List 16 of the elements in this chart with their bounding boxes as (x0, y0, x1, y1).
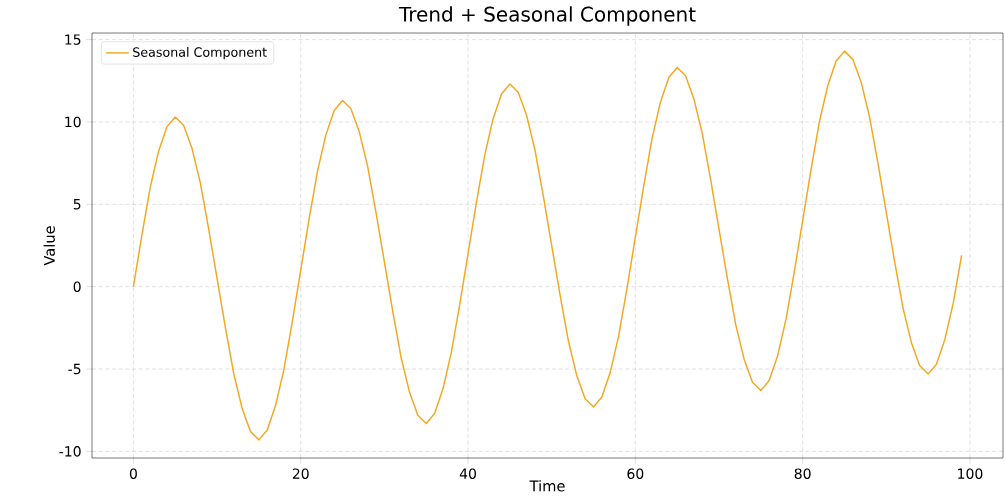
y-tick-label: 15 (65, 34, 81, 45)
y-tick-label: -10 (59, 446, 81, 457)
chart-title: Trend + Seasonal Component (398, 6, 696, 26)
x-tick-label: 60 (627, 468, 644, 479)
x-tick-label: 80 (794, 468, 811, 479)
x-axis-title: Time (529, 480, 565, 492)
x-tick-label: 100 (958, 468, 983, 479)
x-tick-label: 20 (292, 468, 309, 479)
y-tick-label: 0 (73, 281, 81, 292)
x-tick-label: 40 (459, 468, 476, 479)
x-tick-label: 0 (129, 468, 137, 479)
y-tick-label: 10 (65, 116, 81, 128)
y-tick-label: -5 (68, 363, 81, 375)
y-tick-label: 5 (73, 199, 81, 210)
legend-label: Seasonal Component (133, 47, 267, 60)
y-axis-title: Value (43, 226, 55, 266)
